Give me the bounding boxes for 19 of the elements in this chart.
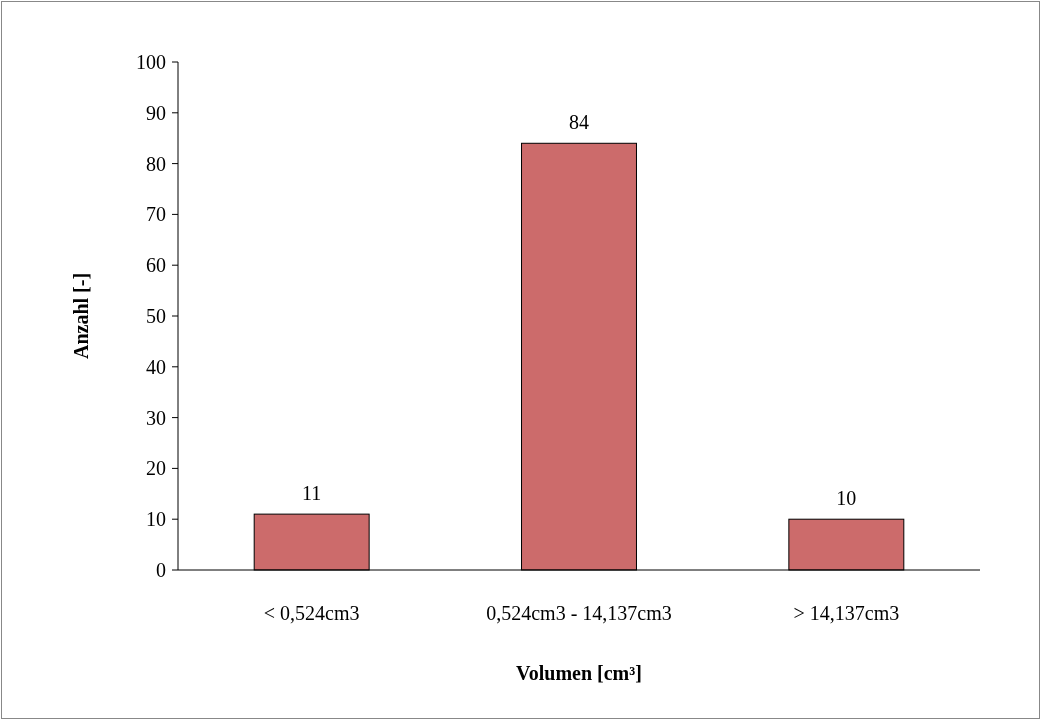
y-tick-label: 70: [146, 203, 166, 226]
data-label: 11: [302, 482, 322, 505]
y-tick-label: 0: [156, 559, 166, 581]
y-axis-title: Anzahl [-]: [70, 272, 92, 360]
x-axis-title: Volumen [cm³]: [516, 662, 642, 684]
data-label: 84: [569, 111, 589, 134]
y-tick-label: 80: [146, 152, 166, 175]
y-tick-label: 50: [146, 305, 166, 327]
x-tick-label: > 14,137cm3: [793, 602, 900, 624]
y-tick-label: 30: [146, 406, 166, 429]
x-tick-label: 0,524cm3 - 14,137cm3: [486, 602, 672, 624]
y-tick-label: 100: [136, 51, 166, 73]
y-tick-label: 90: [146, 101, 166, 124]
y-tick-label: 60: [146, 254, 166, 277]
y-tick-label: 40: [146, 355, 166, 378]
data-label: 10: [836, 487, 857, 510]
y-tick-label: 20: [146, 457, 166, 480]
y-tick-label: 10: [146, 508, 166, 531]
x-tick-label: < 0,524cm3: [263, 602, 360, 624]
